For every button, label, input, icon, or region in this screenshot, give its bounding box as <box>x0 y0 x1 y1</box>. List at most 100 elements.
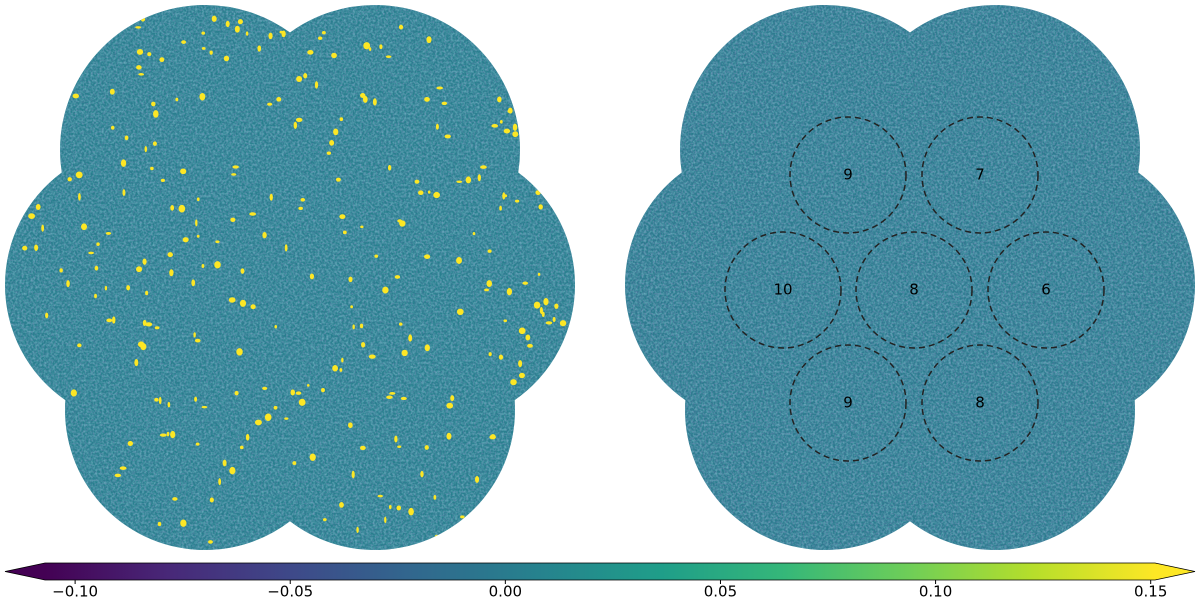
source-dot <box>490 434 496 439</box>
source-dot <box>518 57 524 64</box>
source-dot <box>180 519 187 527</box>
source-dot <box>465 176 472 184</box>
source-dot <box>293 121 298 129</box>
source-dot <box>480 165 487 169</box>
source-dot <box>201 31 206 35</box>
source-dot <box>508 473 512 481</box>
source-dot <box>535 190 541 196</box>
source-dot <box>500 528 505 534</box>
source-dot <box>157 521 162 527</box>
region-circle <box>921 116 1039 234</box>
source-dot <box>140 343 147 351</box>
region-label: 7 <box>975 166 985 184</box>
source-dot <box>201 405 208 409</box>
source-dot <box>537 109 543 117</box>
source-dot <box>289 12 296 18</box>
source-dot <box>194 396 198 402</box>
source-dot <box>377 494 383 498</box>
source-dot <box>181 40 187 44</box>
source-dot <box>497 96 502 103</box>
source-dot <box>105 231 112 235</box>
source-dot <box>94 293 97 299</box>
source-dot <box>356 526 359 533</box>
source-dot <box>362 95 368 103</box>
source-dot <box>172 497 178 501</box>
source-dot <box>300 197 306 202</box>
source-dot <box>559 482 567 490</box>
source-dot <box>75 171 83 179</box>
source-dot <box>468 18 475 24</box>
source-dot <box>348 422 353 429</box>
source-dot <box>379 44 383 50</box>
source-dot <box>201 264 205 269</box>
source-dot <box>542 124 548 132</box>
source-dot <box>81 223 88 231</box>
source-dot <box>408 334 413 342</box>
source-dot <box>106 318 113 323</box>
colorbar: −0.10 −0.05 0.00 0.05 0.10 0.15 <box>4 562 1196 601</box>
source-dot <box>196 197 200 202</box>
source-dot <box>53 436 59 440</box>
source-dot <box>564 502 568 509</box>
source-dot <box>144 145 148 153</box>
source-dot <box>523 468 529 473</box>
source-dot <box>339 502 344 508</box>
source-dot <box>209 50 213 55</box>
source-dot <box>65 455 73 459</box>
source-dot <box>274 325 278 329</box>
source-dot <box>518 327 526 335</box>
source-dot <box>382 286 389 294</box>
colorbar-extend-high <box>1155 563 1195 580</box>
source-dot <box>100 25 108 32</box>
colorbar-tick-label: 0.15 <box>1134 583 1167 601</box>
source-dot <box>254 419 262 426</box>
source-dot <box>558 123 564 129</box>
source-dot <box>245 31 249 36</box>
source-dot <box>290 389 296 396</box>
source-dot <box>348 276 353 283</box>
colorbar-tick-label: 0.00 <box>489 583 522 601</box>
source-dot <box>140 16 146 22</box>
region-label: 8 <box>909 281 919 299</box>
source-dot <box>150 166 154 171</box>
source-dot <box>152 141 157 146</box>
source-dot <box>232 165 239 169</box>
source-dot <box>520 428 525 433</box>
source-dot <box>55 452 59 458</box>
source-dot <box>433 494 437 500</box>
source-dot <box>446 432 452 440</box>
source-dot <box>389 392 396 395</box>
source-dot <box>424 344 430 352</box>
source-dot <box>531 36 538 43</box>
source-dot <box>360 445 366 451</box>
source-dot <box>314 81 319 89</box>
source-dot <box>303 73 308 79</box>
source-dot <box>191 279 196 287</box>
source-dot <box>269 193 273 201</box>
source-dot <box>136 266 143 273</box>
source-dot <box>104 285 108 291</box>
source-dot <box>31 396 38 401</box>
source-dot <box>339 368 343 372</box>
source-dot <box>512 123 518 131</box>
source-dot <box>523 505 527 512</box>
source-dot <box>208 540 213 544</box>
source-dot <box>398 322 403 326</box>
source-dot <box>240 268 245 274</box>
source-dot <box>514 441 519 449</box>
source-dot <box>170 430 176 439</box>
source-dot <box>333 128 339 136</box>
source-dot <box>486 280 493 288</box>
source-dot <box>296 76 303 82</box>
source-dot <box>444 134 451 139</box>
source-dot <box>503 319 508 323</box>
source-dot <box>66 280 70 288</box>
source-dot <box>225 20 230 28</box>
source-dot <box>397 445 402 449</box>
source-dot <box>559 203 565 209</box>
source-dot <box>262 231 267 239</box>
region-circle <box>921 344 1039 462</box>
region-label: 9 <box>843 394 853 412</box>
source-dot <box>499 119 503 124</box>
source-dot <box>552 316 556 323</box>
